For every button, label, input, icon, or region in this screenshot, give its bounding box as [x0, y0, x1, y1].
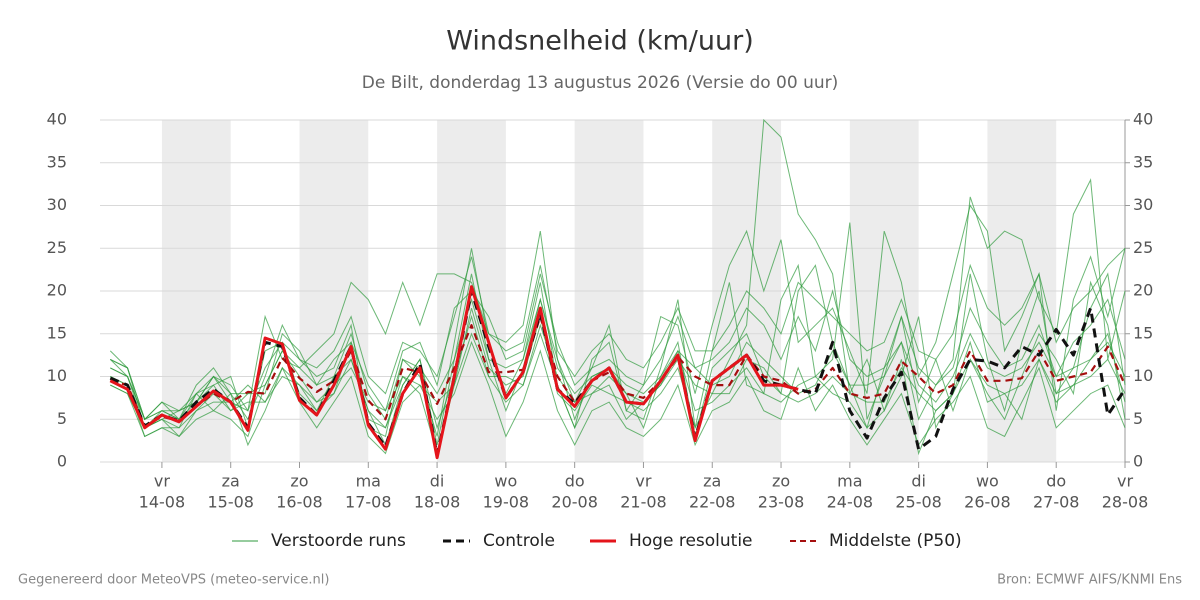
x-tick-weekday: za	[703, 472, 721, 491]
x-tick-label: 26-08	[964, 493, 1011, 512]
y-tick-label: 0	[57, 452, 67, 471]
x-tick-weekday: vr	[635, 472, 651, 491]
x-tick-weekday: di	[430, 472, 445, 491]
x-tick-label: 20-08	[551, 493, 598, 512]
legend-label: Hoge resolutie	[629, 531, 753, 551]
y2-tick-label: 30	[1133, 195, 1153, 214]
x-tick-weekday: zo	[290, 472, 308, 491]
x-tick-label: 18-08	[414, 493, 461, 512]
x-tick-weekday: wo	[494, 472, 517, 491]
y-tick-label: 10	[47, 366, 67, 385]
legend-label: Verstoorde runs	[271, 531, 406, 551]
y-tick-label: 20	[47, 281, 67, 300]
x-tick-label: 23-08	[758, 493, 805, 512]
y2-tick-label: 5	[1133, 409, 1143, 428]
x-tick-label: 15-08	[207, 493, 254, 512]
ensemble-line	[110, 297, 1126, 421]
y2-tick-label: 25	[1133, 238, 1153, 257]
x-tick-label: 28-08	[1102, 493, 1149, 512]
y2-tick-label: 35	[1133, 152, 1153, 171]
x-tick-label: 22-08	[689, 493, 736, 512]
y-tick-label: 35	[47, 152, 67, 171]
legend: Verstoorde runs Controle Hoge resolutie …	[232, 531, 962, 551]
plot: 0 5 10 15 20 25 30 35 40 0 5 10 15 20 25 30 35 40 vr 14-08 z…	[47, 110, 1154, 512]
y2-tick-label: 20	[1133, 281, 1153, 300]
x-tick-label: 19-08	[483, 493, 530, 512]
x-tick-label: 24-08	[827, 493, 874, 512]
x-tick-weekday: ma	[837, 472, 862, 491]
footer-left: Gegenereerd door MeteoVPS (meteo-service…	[18, 573, 329, 588]
chart-title: Windsnelheid (km/uur)	[446, 26, 754, 57]
ensemble-line	[110, 314, 1126, 456]
y-tick-label: 30	[47, 195, 67, 214]
x-tick-weekday: do	[1046, 472, 1066, 491]
legend-label: Middelste (P50)	[829, 531, 962, 551]
x-tick-weekday: wo	[976, 472, 999, 491]
series-line	[110, 315, 1127, 428]
x-tick-label: 27-08	[1033, 493, 1080, 512]
x-tick-label: 25-08	[895, 493, 942, 512]
x-tick-weekday: vr	[154, 472, 170, 491]
y-tick-label: 25	[47, 238, 67, 257]
y-tick-label: 5	[57, 409, 67, 428]
y-tick-label: 40	[47, 110, 67, 129]
x-tick-weekday: ma	[356, 472, 381, 491]
x-tick-label: 21-08	[620, 493, 667, 512]
legend-label: Controle	[483, 531, 555, 551]
footer-right: Bron: ECMWF AIFS/KNMI Ens	[997, 573, 1182, 588]
y2-tick-label: 15	[1133, 323, 1153, 342]
x-tick-label: 16-08	[276, 493, 323, 512]
series-line	[109, 285, 799, 460]
ensemble-line	[110, 340, 1126, 455]
y2-tick-label: 10	[1133, 366, 1153, 385]
y2-tick-label: 0	[1133, 452, 1143, 471]
x-tick-weekday: di	[911, 472, 926, 491]
x-tick-label: 17-08	[345, 493, 392, 512]
x-tick-weekday: vr	[1117, 472, 1133, 491]
x-tick-label: 14-08	[139, 493, 186, 512]
y2-tick-label: 40	[1133, 110, 1153, 129]
x-tick-weekday: do	[565, 472, 585, 491]
y-tick-label: 15	[47, 323, 67, 342]
x-tick-weekday: zo	[772, 472, 790, 491]
x-tick-weekday: za	[222, 472, 240, 491]
chart-subtitle: De Bilt, donderdag 13 augustus 2026 (Ver…	[362, 73, 839, 93]
